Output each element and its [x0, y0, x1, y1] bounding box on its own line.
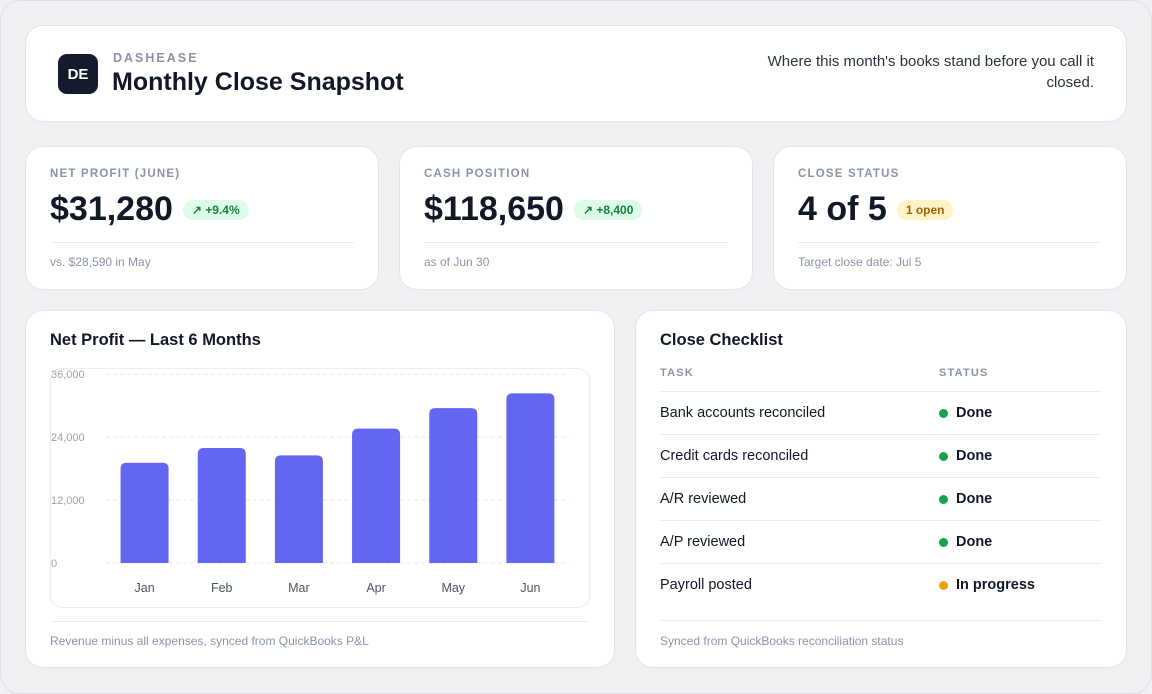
status-label: Done [956, 405, 993, 421]
kpi-card-net-profit: NET PROFIT (JUNE) $31,280 ↗ +9.4% vs. $2… [25, 146, 379, 290]
kpi-value: $118,650 [424, 190, 564, 228]
chart-footnote: Revenue minus all expenses, synced from … [50, 634, 369, 648]
net-profit-chart-card: Net Profit — Last 6 Months 0 12,000 24,000… [25, 310, 615, 668]
brand-name: DASHEASE [113, 51, 199, 65]
checklist-row: A/R reviewed Done [660, 477, 1102, 520]
task-name: Bank accounts reconciled [660, 405, 826, 421]
bar [120, 462, 169, 563]
kpi-value: 4 of 5 [798, 190, 887, 228]
x-tick-label: Mar [288, 581, 310, 595]
checklist-title: Close Checklist [660, 331, 783, 349]
app-logo: DE [58, 54, 98, 94]
trend-badge: ↗ +9.4% [182, 199, 249, 220]
chart-area: 0 12,000 24,000 36,000 Jan Feb Mar Apr May Jun [50, 368, 590, 608]
kpi-label: CLOSE STATUS [798, 168, 900, 180]
status-dot-icon [939, 494, 948, 504]
task-name: Payroll posted [660, 577, 752, 593]
page-tagline: Where this month's books stand before yo… [767, 53, 1094, 91]
kpi-subtext: vs. $28,590 in May [50, 255, 151, 269]
divider [50, 242, 354, 243]
kpi-subtext: as of Jun 30 [424, 255, 490, 269]
header-card: DE DASHEASE Monthly Close Snapshot Where… [25, 25, 1127, 122]
task-status: Done [939, 534, 992, 550]
checklist-table: Bank accounts reconciled Done Credit car… [660, 391, 1102, 606]
kpi-subtext: Target close date: Jul 5 [798, 255, 922, 269]
task-status: Done [939, 405, 992, 421]
bar [274, 455, 323, 563]
x-tick-label: Jun [520, 581, 540, 595]
y-tick-label: 0 [51, 558, 57, 570]
column-header-task: TASK [660, 367, 694, 379]
y-tick-label: 24,000 [51, 432, 85, 444]
divider [424, 242, 728, 243]
x-tick-label: Feb [211, 581, 233, 595]
page-title: Monthly Close Snapshot [112, 68, 404, 96]
bar-chart: 0 12,000 24,000 36,000 Jan Feb Mar Apr May Jun [51, 369, 569, 595]
x-tick-label: Apr [366, 581, 385, 595]
status-badge: 1 open [896, 199, 954, 220]
task-name: A/R reviewed [660, 491, 747, 507]
task-status: Done [939, 491, 992, 507]
x-tick-label: May [441, 581, 465, 595]
chart-title: Net Profit — Last 6 Months [50, 331, 261, 349]
bar [429, 408, 478, 563]
close-checklist-card: Close Checklist TASK STATUS Bank account… [635, 310, 1127, 668]
kpi-value: $31,280 [50, 190, 173, 228]
task-name: Credit cards reconciled [660, 448, 809, 464]
checklist-footnote: Synced from QuickBooks reconciliation st… [660, 634, 904, 648]
bar [352, 428, 401, 563]
kpi-card-close-status: CLOSE STATUS 4 of 5 1 open Target close … [773, 146, 1127, 290]
task-status: Done [939, 448, 992, 464]
status-label: In progress [956, 577, 1035, 593]
checklist-row: Bank accounts reconciled Done [660, 391, 1102, 434]
kpi-label: CASH POSITION [424, 168, 531, 180]
status-dot-icon [939, 408, 948, 418]
status-dot-icon [939, 580, 948, 590]
y-tick-label: 12,000 [51, 495, 85, 507]
column-header-status: STATUS [939, 367, 989, 379]
checklist-row: A/P reviewed Done [660, 520, 1102, 563]
checklist-row: Credit cards reconciled Done [660, 434, 1102, 477]
divider [50, 621, 590, 622]
y-tick-label: 36,000 [51, 369, 85, 381]
task-name: A/P reviewed [660, 534, 746, 550]
status-label: Done [956, 491, 993, 507]
task-status: In progress [939, 577, 1035, 593]
bar [506, 393, 555, 563]
status-dot-icon [939, 537, 948, 547]
status-dot-icon [939, 451, 948, 461]
status-label: Done [956, 448, 993, 464]
checklist-row: Payroll posted In progress [660, 563, 1102, 606]
status-label: Done [956, 534, 993, 550]
kpi-label: NET PROFIT (JUNE) [50, 168, 181, 180]
trend-badge: ↗ +8,400 [573, 199, 643, 220]
bar [197, 448, 246, 563]
x-tick-label: Jan [135, 581, 155, 595]
divider [798, 242, 1102, 243]
kpi-card-cash-position: CASH POSITION $118,650 ↗ +8,400 as of Ju… [399, 146, 753, 290]
divider [660, 620, 1102, 621]
